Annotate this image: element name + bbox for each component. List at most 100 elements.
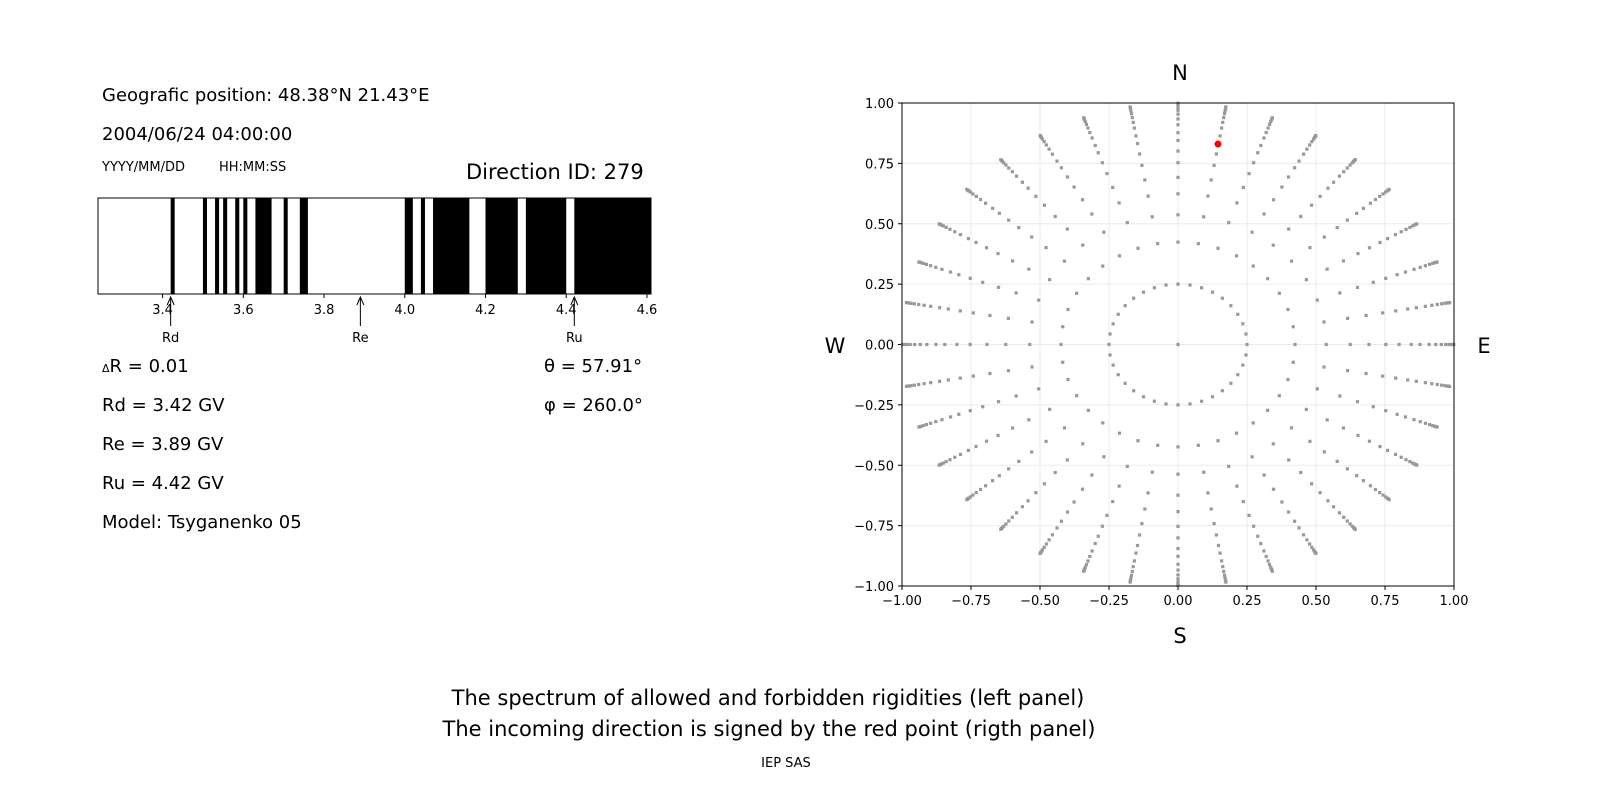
direction-point [1136, 246, 1140, 250]
direction-point [1431, 424, 1435, 428]
direction-point [1117, 484, 1121, 488]
direction-point [1293, 166, 1297, 170]
direction-point [988, 371, 992, 376]
direction-point [958, 452, 963, 456]
direction-point [1044, 246, 1048, 250]
direction-point [1034, 194, 1038, 198]
direction-point [1361, 206, 1366, 210]
direction-point [968, 495, 972, 499]
direction-point [974, 490, 978, 495]
direction-point [1164, 402, 1168, 406]
direction-point [1150, 470, 1154, 474]
direction-point [1014, 394, 1018, 398]
direction-point [944, 225, 948, 229]
direction-point [1367, 342, 1371, 347]
direction-point [917, 382, 921, 387]
direction-point [974, 194, 978, 199]
direction-point [971, 493, 975, 497]
direction-point [1220, 126, 1224, 130]
direction-point [1412, 267, 1416, 271]
direction-point [1346, 316, 1350, 320]
direction-point [1176, 138, 1180, 143]
direction-point [1386, 448, 1390, 452]
direction-point [1176, 192, 1180, 196]
x-tick-label: 3.8 [314, 303, 335, 318]
direction-point [1030, 365, 1034, 369]
direction-point [999, 158, 1003, 162]
direction-point [996, 251, 1000, 256]
direction-point [1229, 381, 1233, 385]
direction-point [1408, 460, 1412, 464]
direction-point [1318, 491, 1322, 495]
direction-point [929, 304, 933, 308]
direction-point [909, 301, 913, 305]
direction-point [1111, 499, 1115, 504]
direction-point [1117, 201, 1121, 205]
direction-point [1271, 442, 1275, 446]
direction-point [1341, 259, 1346, 263]
direction-point [1408, 225, 1412, 229]
direction-point [1047, 147, 1051, 151]
direction-point [1129, 576, 1133, 580]
direction-point [1007, 519, 1011, 523]
direction-point [981, 405, 985, 409]
direction-point [1072, 185, 1076, 189]
direction-point [1108, 332, 1112, 336]
rd-value: Rd = 3.42 GV [102, 395, 225, 416]
direction-point [1291, 360, 1295, 364]
direction-point [1384, 409, 1388, 413]
compass-north: N [1172, 61, 1188, 85]
direction-point [1378, 240, 1382, 245]
direction-point [1259, 541, 1263, 546]
direction-point [1271, 198, 1276, 202]
direction-point [1356, 251, 1360, 256]
direction-point [946, 307, 950, 311]
direction-point [1430, 303, 1434, 307]
marker-label-ru: Ru [566, 331, 583, 346]
direction-point [1406, 378, 1410, 382]
x-tick-label: 4.4 [556, 303, 577, 318]
direction-point [1262, 473, 1266, 477]
direction-point [1404, 227, 1408, 231]
direction-point [1447, 301, 1452, 305]
direction-point [1176, 568, 1180, 572]
direction-point [1107, 342, 1111, 347]
direction-point [912, 383, 916, 387]
direction-point [1241, 185, 1245, 190]
y-tick-label: 0.50 [865, 218, 894, 233]
direction-point [1128, 105, 1132, 109]
direction-point [1090, 136, 1094, 140]
direction-point [1348, 163, 1352, 167]
direction-point [1439, 342, 1443, 347]
direction-point [1227, 221, 1231, 225]
direction-point [1086, 559, 1090, 563]
direction-point [1289, 259, 1294, 263]
direction-point [1090, 212, 1094, 216]
direction-point [1034, 491, 1038, 495]
direction-point [1223, 109, 1227, 113]
direction-point [1026, 186, 1030, 190]
direction-point [1293, 519, 1297, 523]
direction-point [1216, 246, 1220, 250]
direction-point [1286, 175, 1291, 179]
direction-point [948, 270, 953, 274]
direction-point [1176, 123, 1180, 127]
direction-point [1235, 484, 1239, 488]
x-tick-label: 3.4 [152, 303, 173, 318]
forbidden-band [404, 198, 413, 294]
direction-point [1014, 291, 1018, 295]
x-tick-label: 4.2 [475, 303, 496, 318]
direction-point [1440, 383, 1444, 387]
direction-point [1315, 387, 1319, 391]
direction-point [1386, 237, 1390, 241]
direction-point [928, 421, 933, 425]
direction-point [1105, 513, 1109, 517]
direction-point [1176, 472, 1180, 476]
direction-point [1409, 342, 1413, 347]
direction-point [996, 400, 1001, 404]
direction-point [1027, 267, 1031, 271]
direction-point [1308, 439, 1312, 443]
direction-point [1037, 387, 1041, 391]
direction-point [1026, 499, 1030, 503]
direction-point [1222, 569, 1226, 573]
